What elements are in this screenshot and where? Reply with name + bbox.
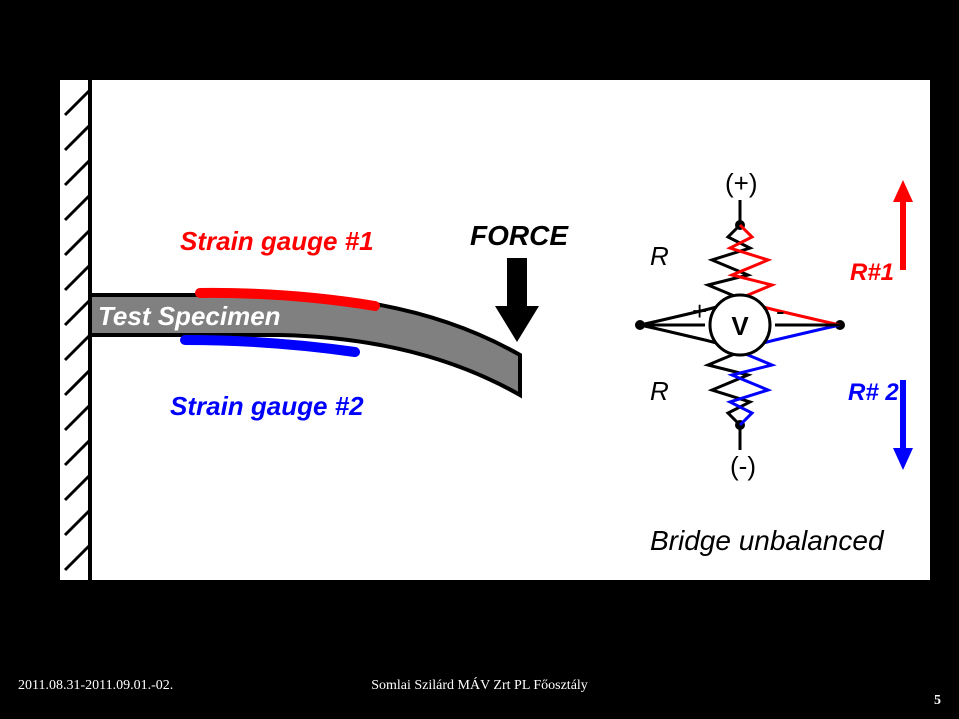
label-V-minus: -	[776, 296, 785, 326]
diagram-svg: Strain gauge #1 Test Specimen Strain gau…	[60, 80, 930, 580]
label-R-top: R	[650, 241, 669, 271]
strain-gauge-2	[185, 340, 355, 352]
label-R1: R#1	[850, 259, 894, 286]
label-test-specimen: Test Specimen	[98, 301, 281, 331]
label-strain-gauge-2: Strain gauge #2	[170, 391, 364, 421]
wheatstone-bridge-clean: V + - (+) (-) R R R#1 R# 2	[600, 168, 920, 490]
footer-date: 2011.08.31-2011.09.01.-02.	[18, 678, 173, 694]
label-V-plus: +	[692, 296, 707, 326]
diagram-area: Strain gauge #1 Test Specimen Strain gau…	[60, 80, 930, 580]
label-force: FORCE	[470, 220, 569, 251]
label-R-bottom: R	[650, 376, 669, 406]
label-plus: (+)	[725, 168, 758, 198]
force-arrow-icon	[495, 258, 539, 342]
label-R2: R# 2	[848, 379, 899, 406]
label-strain-gauge-1: Strain gauge #1	[180, 226, 374, 256]
label-bridge-unbalanced: Bridge unbalanced	[650, 525, 885, 556]
footer-author: Somlai Szilárd MÁV Zrt PL Főosztály	[371, 678, 588, 694]
label-minus: (-)	[730, 451, 756, 481]
footer-page-number: 5	[934, 693, 941, 709]
slide: Strain gauge #1 Test Specimen Strain gau…	[0, 0, 959, 719]
fixed-wall	[65, 80, 90, 580]
label-V: V	[731, 311, 749, 341]
